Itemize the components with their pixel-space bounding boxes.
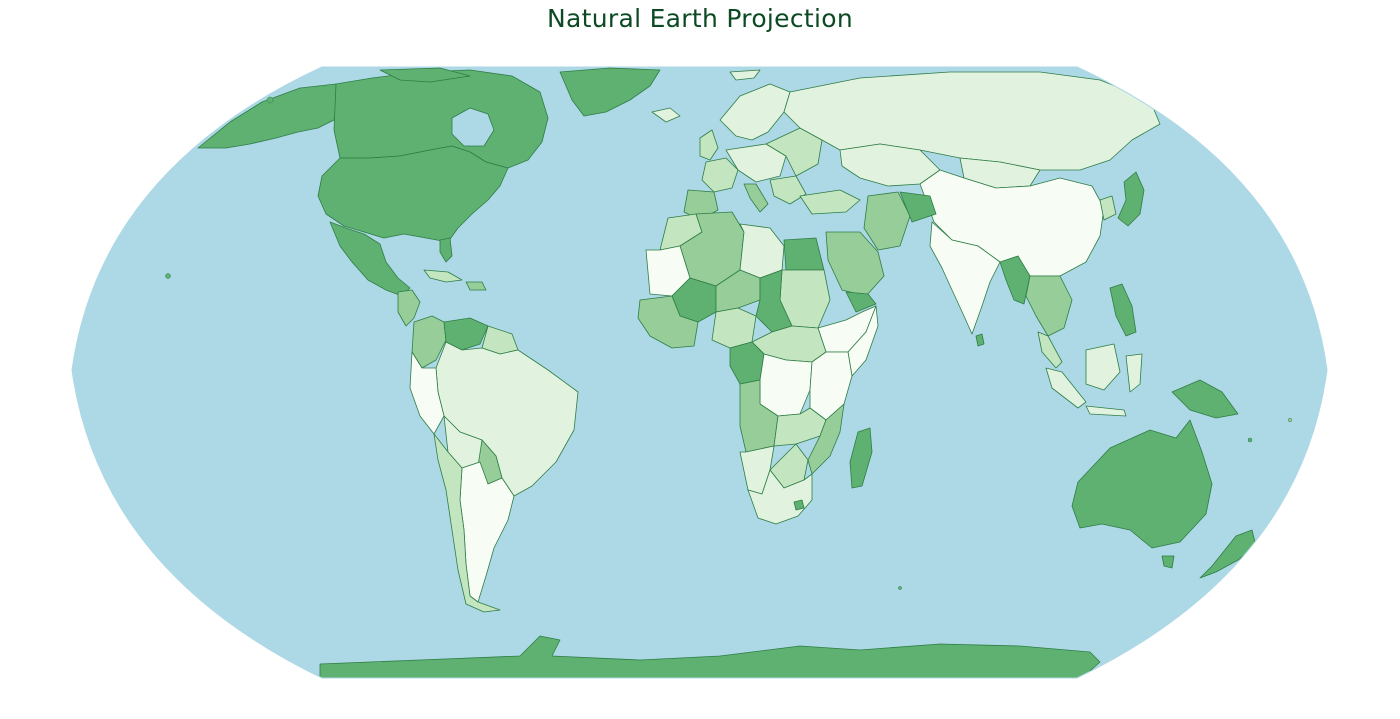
country-china bbox=[919, 169, 1105, 277]
country-india bbox=[929, 221, 1001, 335]
se-asia bbox=[1025, 275, 1073, 337]
country-japan bbox=[1117, 171, 1145, 227]
java bbox=[1085, 405, 1127, 417]
country-saudi bbox=[825, 231, 885, 297]
country-chile bbox=[433, 433, 501, 613]
country-philippines bbox=[1109, 283, 1137, 337]
atlantic-island bbox=[898, 586, 902, 590]
uk bbox=[699, 129, 719, 161]
country-afghanistan bbox=[899, 191, 937, 223]
country-madagascar bbox=[849, 427, 873, 489]
country-france bbox=[701, 157, 739, 193]
malay-peninsula bbox=[1037, 331, 1063, 369]
country-greenland bbox=[559, 67, 661, 117]
pacific-island-1 bbox=[1247, 437, 1253, 443]
hispaniola bbox=[465, 281, 487, 291]
arctic-island-1 bbox=[266, 96, 274, 104]
florida bbox=[439, 237, 453, 263]
svalbard bbox=[729, 69, 761, 81]
map-title: Natural Earth Projection bbox=[547, 4, 853, 33]
arctic-archipelago bbox=[379, 67, 471, 83]
hawaii-island bbox=[165, 273, 171, 279]
country-italy bbox=[743, 183, 769, 213]
antarctica bbox=[319, 635, 1101, 678]
country-australia bbox=[1071, 419, 1213, 549]
hudson-bay bbox=[451, 107, 495, 147]
country-mozambique bbox=[807, 403, 845, 475]
korea bbox=[1099, 195, 1117, 221]
country-usa bbox=[317, 145, 509, 243]
country-turkey bbox=[799, 189, 861, 215]
pacific-island-2 bbox=[1287, 417, 1293, 423]
cuba bbox=[423, 269, 463, 283]
country-alaska bbox=[197, 83, 339, 149]
country-new-zealand bbox=[1199, 529, 1257, 579]
borneo bbox=[1085, 343, 1121, 391]
iceland bbox=[651, 107, 681, 123]
sulawesi bbox=[1125, 353, 1143, 393]
central-america bbox=[397, 289, 421, 327]
tasmania bbox=[1161, 555, 1175, 569]
lesotho bbox=[793, 499, 805, 511]
sri-lanka bbox=[975, 333, 985, 347]
country-iran bbox=[863, 191, 911, 251]
new-guinea bbox=[1171, 379, 1239, 419]
west-africa bbox=[637, 295, 699, 349]
country-russia bbox=[783, 71, 1161, 171]
sumatra bbox=[1045, 367, 1087, 409]
balkans bbox=[769, 175, 807, 205]
country-nigeria bbox=[711, 307, 757, 349]
country-myanmar bbox=[999, 255, 1031, 305]
country-mexico bbox=[329, 221, 411, 297]
country-south-africa bbox=[747, 469, 813, 525]
sphere-outline bbox=[71, 66, 1328, 679]
country-yemen bbox=[845, 291, 877, 313]
